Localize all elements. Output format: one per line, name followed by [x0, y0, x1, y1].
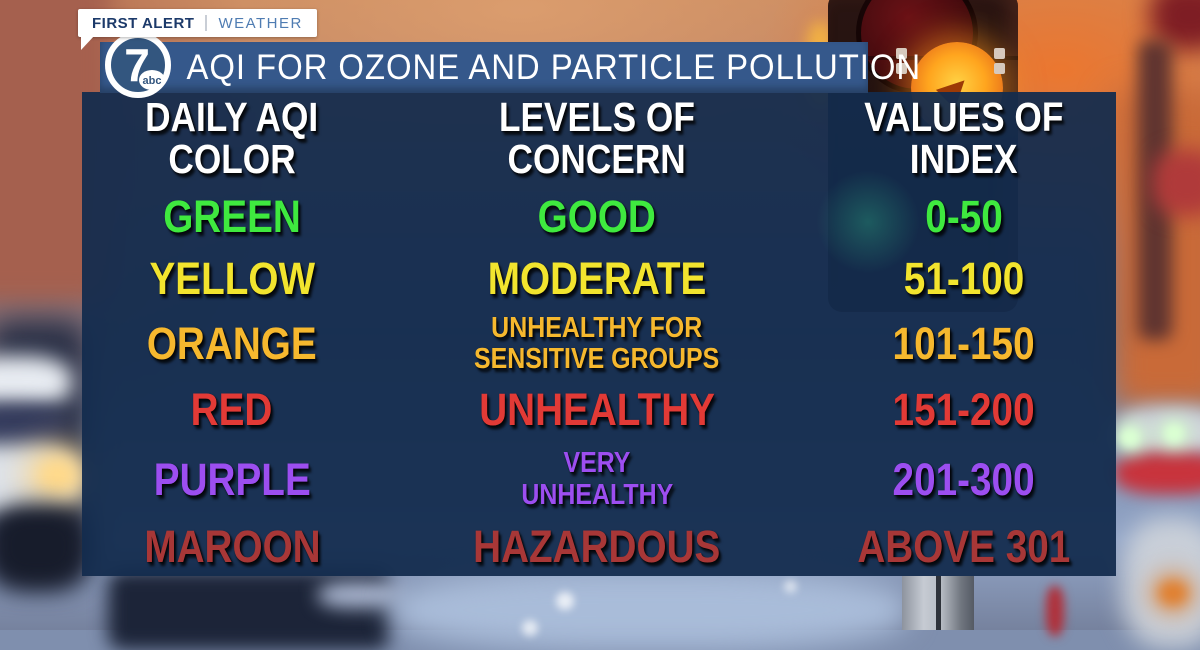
- bokeh-dot: [522, 620, 538, 636]
- aqi-table-panel: DAILY AQI COLOR LEVELS OF CONCERN VALUES…: [82, 92, 1116, 576]
- logo-network-name: abc: [143, 75, 162, 87]
- concern-cell: VERY UNHEALTHY: [382, 441, 812, 518]
- index-range: 151-200: [892, 383, 1036, 435]
- table-row-purple: PURPLE VERY UNHEALTHY 201-300: [82, 441, 1116, 518]
- concern-level-line2: UNHEALTHY: [521, 478, 673, 511]
- concern-cell: MODERATE: [382, 248, 812, 310]
- column-header-levels-of-concern: LEVELS OF CONCERN: [382, 92, 812, 185]
- bokeh-dot: [784, 580, 797, 593]
- column-header-line: LEVELS OF: [499, 93, 695, 140]
- white-car-windshield-blur: [0, 404, 68, 448]
- index-range: 0-50: [925, 190, 1003, 242]
- table-row-red: RED UNHEALTHY 151-200: [82, 378, 1116, 441]
- aqi-color-cell: PURPLE: [82, 441, 382, 518]
- index-range: 201-300: [892, 453, 1036, 505]
- aqi-color-cell: YELLOW: [82, 248, 382, 310]
- index-value-cell: 201-300: [812, 441, 1116, 518]
- aqi-color-name: GREEN: [163, 190, 301, 242]
- table-header-row: DAILY AQI COLOR LEVELS OF CONCERN VALUES…: [82, 92, 1116, 185]
- concern-level-line1: UNHEALTHY FOR: [491, 311, 703, 344]
- index-range: 51-100: [903, 253, 1025, 305]
- column-header-line: CONCERN: [507, 135, 687, 182]
- index-value-cell: 0-50: [812, 185, 1116, 248]
- index-range: ABOVE 301: [857, 521, 1071, 573]
- green-signal-glow-through-panel: [816, 170, 920, 274]
- aqi-color-name: YELLOW: [149, 253, 315, 305]
- turn-signal-glow: [1158, 580, 1188, 606]
- tram-headlight: [1164, 424, 1184, 443]
- aqi-color-cell: RED: [82, 378, 382, 441]
- aqi-color-cell: GREEN: [82, 185, 382, 248]
- road-light-patch: [392, 570, 908, 650]
- abc-7-logo: 7 abc: [105, 32, 171, 98]
- aqi-color-name: ORANGE: [147, 318, 317, 370]
- red-taillight-blur: [1046, 586, 1064, 636]
- aqi-color-cell: ORANGE: [82, 310, 382, 378]
- bokeh-dot: [556, 592, 574, 610]
- car-headlight-glow: [38, 458, 78, 492]
- concern-cell: HAZARDOUS: [382, 518, 812, 576]
- first-alert-label: FIRST ALERT: [92, 14, 195, 32]
- index-value-cell: 101-150: [812, 310, 1116, 378]
- white-car-bottom-right-blur: [1122, 518, 1200, 648]
- red-awning-blur: [1152, 150, 1200, 216]
- column-header-line: INDEX: [910, 135, 1018, 182]
- traffic-light-hinge: [896, 48, 907, 75]
- concern-level: HAZARDOUS: [473, 521, 721, 573]
- table-row-green: GREEN GOOD 0-50: [82, 185, 1116, 248]
- table-row-yellow: YELLOW MODERATE 51-100: [82, 248, 1116, 310]
- column-header-daily-aqi-color: DAILY AQI COLOR: [82, 92, 382, 185]
- white-car-roof-blur: [0, 356, 72, 408]
- aqi-color-cell: MAROON: [82, 518, 382, 576]
- aqi-color-name: RED: [191, 383, 273, 435]
- header-bar: AQI FOR OZONE AND PARTICLE POLLUTION: [100, 42, 920, 93]
- column-header-line: COLOR: [168, 135, 296, 182]
- concern-level: MODERATE: [487, 253, 707, 305]
- aqi-table: DAILY AQI COLOR LEVELS OF CONCERN VALUES…: [82, 92, 1116, 576]
- tram-headlight: [1120, 428, 1140, 447]
- index-value-cell: 151-200: [812, 378, 1116, 441]
- index-value-cell: 51-100: [812, 248, 1116, 310]
- column-header-values-of-index: VALUES OF INDEX: [812, 92, 1116, 185]
- concern-level-line2: SENSITIVE GROUPS: [474, 343, 720, 375]
- concern-level: GOOD: [537, 190, 657, 242]
- weather-label: WEATHER: [218, 14, 303, 32]
- concern-cell: GOOD: [382, 185, 812, 248]
- column-header-line: DAILY AQI: [145, 93, 319, 140]
- concern-cell: UNHEALTHY FOR SENSITIVE GROUPS: [382, 310, 812, 378]
- concern-level-line1: VERY: [563, 447, 631, 480]
- aqi-color-name: MAROON: [143, 521, 321, 573]
- aqi-color-name: PURPLE: [153, 453, 311, 505]
- badge-divider: [205, 15, 208, 31]
- concern-cell: UNHEALTHY: [382, 378, 812, 441]
- index-value-cell: ABOVE 301: [812, 518, 1116, 576]
- page-title: AQI FOR OZONE AND PARTICLE POLLUTION: [186, 47, 922, 87]
- tram-red-band-blur: [1114, 452, 1200, 494]
- dark-car-highlight: [318, 582, 404, 608]
- index-range: 101-150: [892, 318, 1036, 370]
- traffic-light-pole: [902, 576, 974, 630]
- traffic-light-hinge: [994, 48, 1005, 75]
- concern-level: UNHEALTHY: [479, 383, 715, 435]
- table-row-orange: ORANGE UNHEALTHY FOR SENSITIVE GROUPS 10…: [82, 310, 1116, 378]
- first-alert-weather-badge: FIRST ALERT WEATHER: [78, 9, 317, 50]
- table-row-maroon: MAROON HAZARDOUS ABOVE 301: [82, 518, 1116, 576]
- column-header-line: VALUES OF: [864, 93, 1064, 140]
- left-road-shadow: [0, 504, 88, 588]
